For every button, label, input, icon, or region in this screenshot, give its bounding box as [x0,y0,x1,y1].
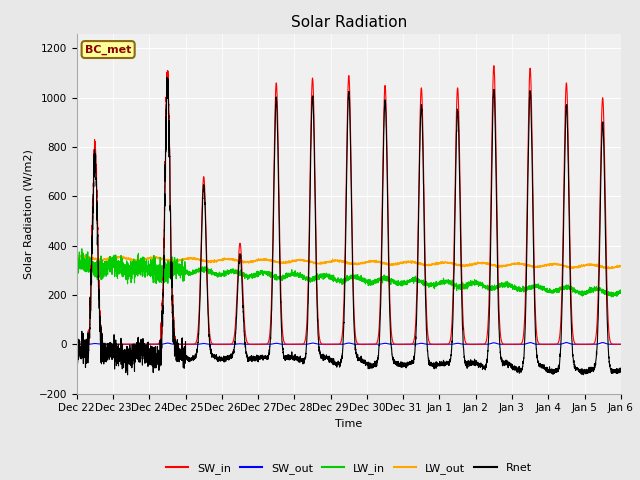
Rnet [471,362,479,368]
Line: LW_out: LW_out [77,255,621,269]
SW_out [502,341,509,347]
SW_out [617,341,625,347]
Line: Rnet: Rnet [77,77,621,375]
SW_in [502,341,509,347]
SW_in [171,338,179,344]
LW_out [441,259,449,265]
LW_out [471,261,479,266]
LW_in [471,282,479,288]
LW_in [502,282,509,288]
LW_in [329,276,337,281]
LW_out [617,263,625,269]
SW_in [616,341,624,347]
Title: Solar Radiation: Solar Radiation [291,15,407,30]
Rnet [329,360,337,366]
Rnet [124,372,131,378]
Line: SW_in: SW_in [77,66,621,344]
SW_out [599,340,607,346]
LW_out [79,252,86,258]
Rnet [171,345,179,350]
SW_out [616,341,624,347]
Legend: SW_in, SW_out, LW_in, LW_out, Rnet: SW_in, SW_out, LW_in, LW_out, Rnet [162,458,536,478]
LW_in [617,290,625,296]
SW_in [441,341,449,347]
LW_out [73,255,81,261]
LW_in [78,246,86,252]
LW_out [329,258,337,264]
Y-axis label: Solar Radiation (W/m2): Solar Radiation (W/m2) [23,149,33,278]
SW_in [617,341,625,347]
Rnet [616,365,624,371]
LW_out [605,266,613,272]
SW_out [171,341,179,347]
LW_in [616,287,624,293]
X-axis label: Time: Time [335,419,362,429]
LW_out [171,257,179,263]
Rnet [163,74,171,80]
SW_in [471,341,479,347]
SW_out [441,341,449,347]
Text: BC_met: BC_met [85,44,131,55]
Rnet [441,362,449,368]
LW_in [441,280,449,286]
SW_out [127,341,135,347]
LW_in [607,294,615,300]
LW_in [171,254,179,260]
Rnet [617,369,625,374]
Rnet [502,361,509,367]
Line: LW_in: LW_in [77,249,621,297]
SW_in [329,341,337,347]
LW_out [616,263,624,269]
Line: SW_out: SW_out [77,343,621,344]
SW_out [73,341,81,347]
SW_in [84,341,92,347]
LW_out [502,264,509,269]
SW_in [490,63,498,69]
SW_out [329,341,337,347]
LW_in [73,257,81,263]
SW_out [471,341,479,347]
SW_in [73,341,81,347]
Rnet [73,336,81,342]
